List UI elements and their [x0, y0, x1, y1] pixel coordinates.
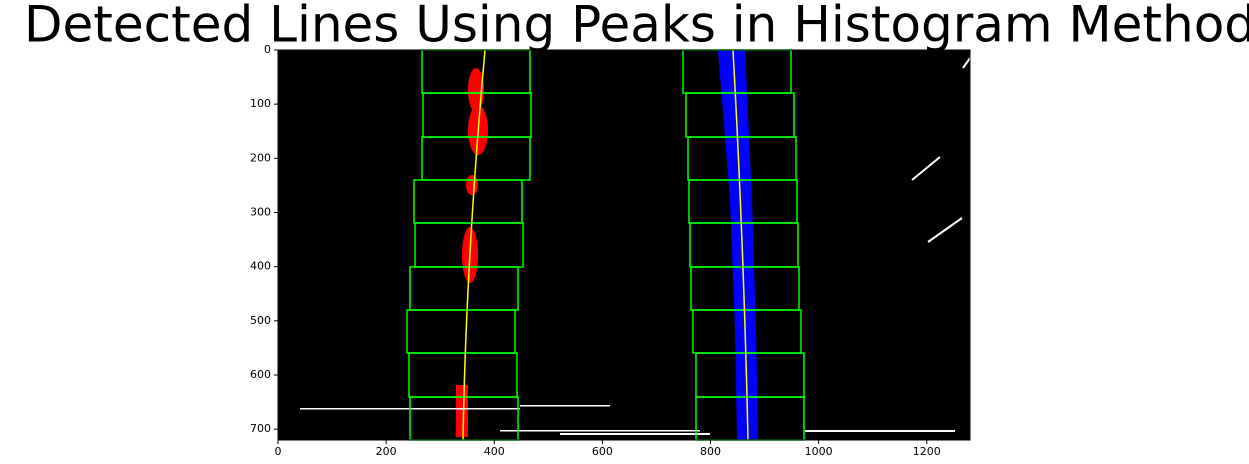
x-tick-label: 600: [592, 445, 613, 458]
y-tick-label: 500: [250, 314, 271, 327]
x-tick-label: 800: [700, 445, 721, 458]
y-tick-label: 300: [250, 206, 271, 219]
x-tick-label: 1200: [913, 445, 941, 458]
x-tick-label: 200: [376, 445, 397, 458]
x-tick-label: 1000: [805, 445, 833, 458]
chart-title: Detected Lines Using Peaks in Histogram …: [24, 0, 1249, 54]
y-tick-label: 100: [250, 97, 271, 110]
axes-frame: [277, 49, 971, 441]
y-tick-label: 400: [250, 260, 271, 273]
y-tick-label: 600: [250, 368, 271, 381]
y-tick-label: 0: [264, 43, 271, 56]
y-tick-label: 200: [250, 151, 271, 164]
x-tick-label: 400: [484, 445, 505, 458]
image: [278, 49, 971, 441]
y-tick-label: 700: [250, 422, 271, 435]
x-tick-label: 0: [275, 445, 282, 458]
